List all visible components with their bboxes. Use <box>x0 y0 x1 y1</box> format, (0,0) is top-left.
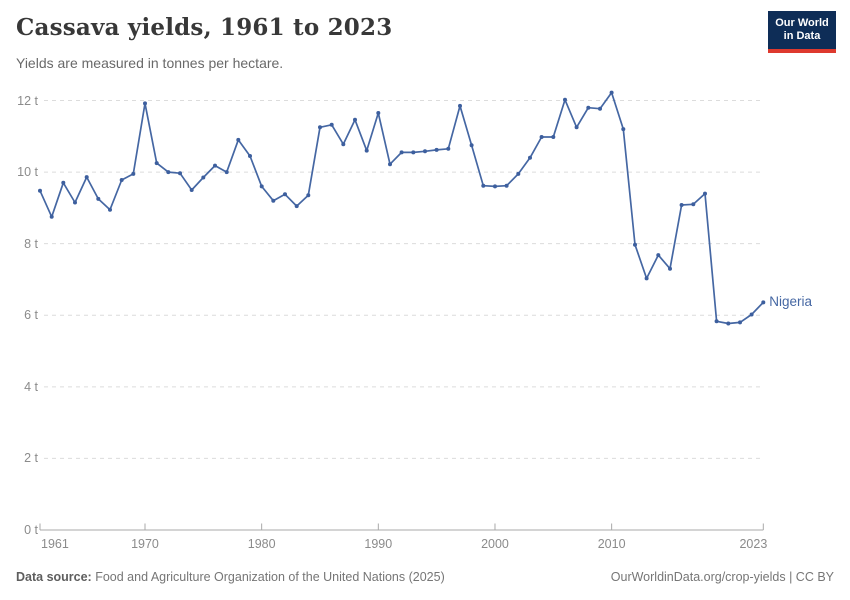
data-point-2008[interactable] <box>586 105 591 110</box>
data-point-2009[interactable] <box>598 106 602 111</box>
y-axis-label: 2 t <box>24 451 38 466</box>
chart-subtitle: Yields are measured in tonnes per hectar… <box>16 55 284 71</box>
data-point-2016[interactable] <box>679 203 684 207</box>
data-point-1986[interactable] <box>329 122 334 127</box>
x-axis-label: 1970 <box>131 537 159 551</box>
data-point-2023[interactable] <box>761 300 766 305</box>
data-point-1983[interactable] <box>294 204 299 209</box>
data-point-1962[interactable] <box>49 214 54 219</box>
data-point-2020[interactable] <box>726 321 731 326</box>
data-point-1975[interactable] <box>201 175 206 180</box>
data-point-2011[interactable] <box>621 127 626 132</box>
data-point-1996[interactable] <box>446 146 451 151</box>
data-point-2010[interactable] <box>609 90 614 95</box>
y-axis-label: 10 t <box>17 165 38 180</box>
data-point-1961[interactable] <box>38 188 42 193</box>
y-axis-label: 4 t <box>24 379 38 394</box>
data-point-1992[interactable] <box>399 150 404 155</box>
data-point-2015[interactable] <box>668 266 672 271</box>
data-point-2018[interactable] <box>703 191 707 196</box>
data-point-1998[interactable] <box>469 143 474 148</box>
data-point-1976[interactable] <box>213 163 217 168</box>
data-point-2003[interactable] <box>528 155 532 160</box>
data-source: Data source: Food and Agriculture Organi… <box>16 570 445 584</box>
x-axis-label: 2000 <box>481 537 509 551</box>
y-axis-label: 6 t <box>24 308 38 323</box>
data-point-1995[interactable] <box>434 147 439 152</box>
data-point-1977[interactable] <box>224 170 229 175</box>
data-point-1989[interactable] <box>364 148 369 153</box>
data-point-1997[interactable] <box>458 103 462 108</box>
logo-text-line2: in Data <box>783 30 821 42</box>
y-axis-label: 8 t <box>24 236 38 251</box>
x-axis-label: 1980 <box>247 537 276 551</box>
data-point-1970[interactable] <box>143 101 147 106</box>
data-point-1973[interactable] <box>178 171 182 176</box>
x-axis-label: 1961 <box>41 537 69 551</box>
data-point-1991[interactable] <box>388 162 392 167</box>
data-point-2017[interactable] <box>691 202 696 207</box>
data-point-2019[interactable] <box>714 319 719 324</box>
data-point-1972[interactable] <box>166 170 171 175</box>
data-point-1984[interactable] <box>306 193 311 198</box>
data-point-1993[interactable] <box>411 150 416 155</box>
data-point-1964[interactable] <box>73 200 77 205</box>
x-axis-label: 2010 <box>597 537 626 551</box>
data-source-text: Food and Agriculture Organization of the… <box>95 570 445 584</box>
owid-logo[interactable]: Our World in Data <box>768 11 836 53</box>
data-point-2012[interactable] <box>633 242 637 247</box>
data-point-2000[interactable] <box>493 184 497 189</box>
data-point-1982[interactable] <box>283 192 287 197</box>
x-axis-label: 1990 <box>364 537 393 551</box>
credit-link[interactable]: OurWorldinData.org/crop-yields | CC BY <box>610 570 834 584</box>
data-point-1963[interactable] <box>61 180 66 185</box>
x-axis-label: 2023 <box>739 537 768 551</box>
data-point-1967[interactable] <box>108 207 112 212</box>
data-point-1971[interactable] <box>154 161 159 166</box>
data-point-2007[interactable] <box>574 125 579 130</box>
data-point-1969[interactable] <box>131 171 136 176</box>
data-point-1968[interactable] <box>119 178 124 182</box>
data-point-1987[interactable] <box>341 142 346 147</box>
data-source-label: Data source: <box>16 570 92 584</box>
data-point-2006[interactable] <box>563 97 567 102</box>
data-point-1979[interactable] <box>248 154 252 158</box>
data-point-1990[interactable] <box>376 111 381 115</box>
data-point-1985[interactable] <box>318 125 322 130</box>
data-point-2013[interactable] <box>644 276 649 281</box>
series-label-nigeria[interactable]: Nigeria <box>769 294 813 310</box>
data-point-1965[interactable] <box>84 175 89 180</box>
data-point-1999[interactable] <box>481 183 486 188</box>
logo-text-line1: Our World <box>775 17 829 29</box>
data-point-1974[interactable] <box>189 188 194 192</box>
data-point-1988[interactable] <box>353 117 357 122</box>
data-point-2001[interactable] <box>504 183 509 188</box>
y-axis-label: 12 t <box>17 93 38 108</box>
data-point-2004[interactable] <box>539 135 544 139</box>
data-point-1966[interactable] <box>96 196 101 201</box>
data-point-2022[interactable] <box>749 312 754 317</box>
data-point-1980[interactable] <box>259 184 264 189</box>
data-point-2014[interactable] <box>656 253 661 258</box>
data-point-2021[interactable] <box>738 320 742 325</box>
data-point-1978[interactable] <box>236 137 241 142</box>
data-point-1994[interactable] <box>423 149 427 154</box>
chart-title: Cassava yields, 1961 to 2023 <box>16 14 393 41</box>
data-point-1981[interactable] <box>271 198 276 203</box>
series-line-nigeria[interactable] <box>39 91 765 325</box>
chart-footer: Data source: Food and Agriculture Organi… <box>16 567 834 587</box>
y-axis-label: 0 t <box>24 523 38 537</box>
data-point-2005[interactable] <box>551 135 556 139</box>
data-point-2002[interactable] <box>516 171 521 176</box>
